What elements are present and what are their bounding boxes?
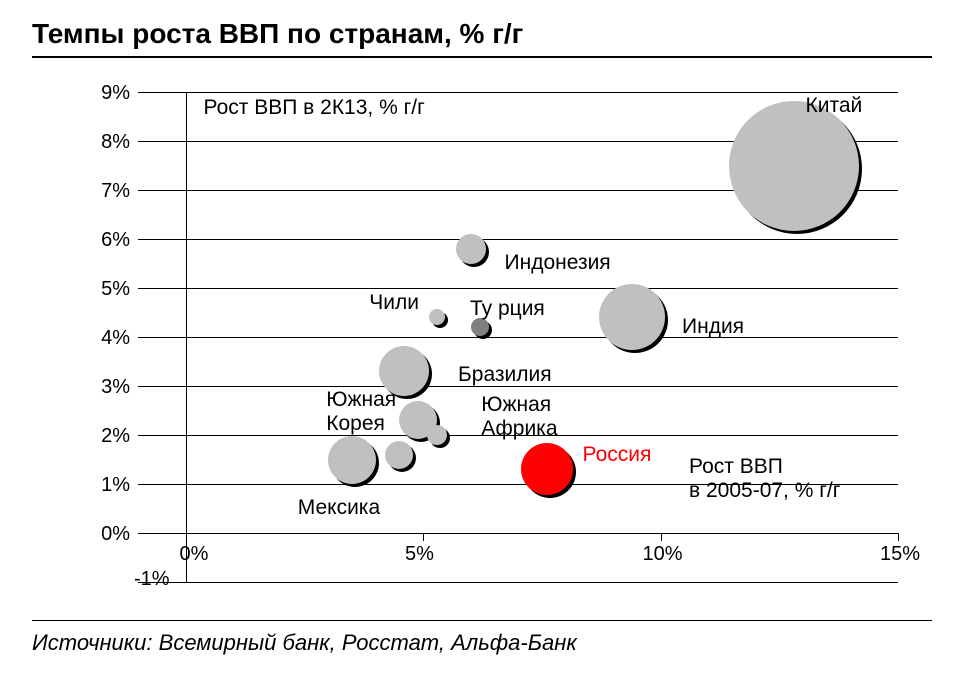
bubble-indonesia xyxy=(456,234,486,264)
bubble-label-south-africa: Южная Африка xyxy=(481,393,557,441)
chart-source: Источники: Всемирный банк, Росстат, Альф… xyxy=(32,630,577,656)
y-tick-label: 9% xyxy=(101,82,130,105)
y-tick-label: 7% xyxy=(101,180,130,203)
bubble-label-mexico: Мексика xyxy=(298,496,380,520)
bubble-label-south-korea: Южная Корея xyxy=(326,388,396,436)
bubble-india xyxy=(599,284,665,350)
bubble-label-indonesia: Индонезия xyxy=(505,251,611,275)
gridline-y xyxy=(138,239,898,240)
x-tick xyxy=(898,533,899,541)
y-tick-label: 3% xyxy=(101,376,130,399)
source-line-rule xyxy=(32,620,932,621)
title-underline xyxy=(32,56,932,58)
gridline-y xyxy=(138,288,898,289)
y-tick-label: 8% xyxy=(101,131,130,154)
gridline-y xyxy=(138,337,898,338)
chart-title: Темпы роста ВВП по странам, % г/г xyxy=(32,18,523,50)
y-tick-label: 5% xyxy=(101,278,130,301)
bubble-china xyxy=(729,101,859,231)
y-tick-label: 0% xyxy=(101,523,130,546)
bubble-label-russia: Россия xyxy=(583,443,652,467)
gridline-y xyxy=(138,92,898,93)
y-tick-label-minus1: -1% xyxy=(134,568,170,591)
bubble-mexico xyxy=(328,436,376,484)
y-tick-label: 1% xyxy=(101,474,130,497)
x-axis-label: Рост ВВП в 2005-07, % г/г xyxy=(689,455,840,503)
x-tick-label: 5% xyxy=(405,543,434,566)
bubble-label-india: Индия xyxy=(682,315,744,339)
x-tick-label: 15% xyxy=(880,543,920,566)
bubble-label-chile: Чили xyxy=(369,291,419,315)
bubble-chile xyxy=(429,309,445,325)
y-tick-label: 4% xyxy=(101,327,130,350)
x-tick-label: 10% xyxy=(643,543,683,566)
gridline-y-minus1 xyxy=(138,582,898,583)
y-axis-label: Рост ВВП в 2К13, % г/г xyxy=(204,96,425,120)
y-tick-label: 2% xyxy=(101,425,130,448)
gridline-y xyxy=(138,533,898,534)
bubble-russia xyxy=(521,443,573,495)
bubble-south-africa xyxy=(427,425,447,445)
bubble-label-china: Китай xyxy=(806,94,863,118)
x-tick xyxy=(661,533,662,541)
y-axis-line xyxy=(186,92,187,582)
y-tick-label: 6% xyxy=(101,229,130,252)
gdp-bubble-chart: Темпы роста ВВП по странам, % г/г Китай И… xyxy=(0,0,968,678)
x-tick xyxy=(423,533,424,541)
plot-area: Китай Индонезия Ту рция Индия Бразилия Чили Юж… xyxy=(138,92,898,582)
x-tick-label: 0% xyxy=(180,543,209,566)
bubble-label-brazil: Бразилия xyxy=(458,363,552,387)
bubble-colombia xyxy=(385,441,413,469)
bubble-label-turkey: Ту рция xyxy=(470,297,545,321)
